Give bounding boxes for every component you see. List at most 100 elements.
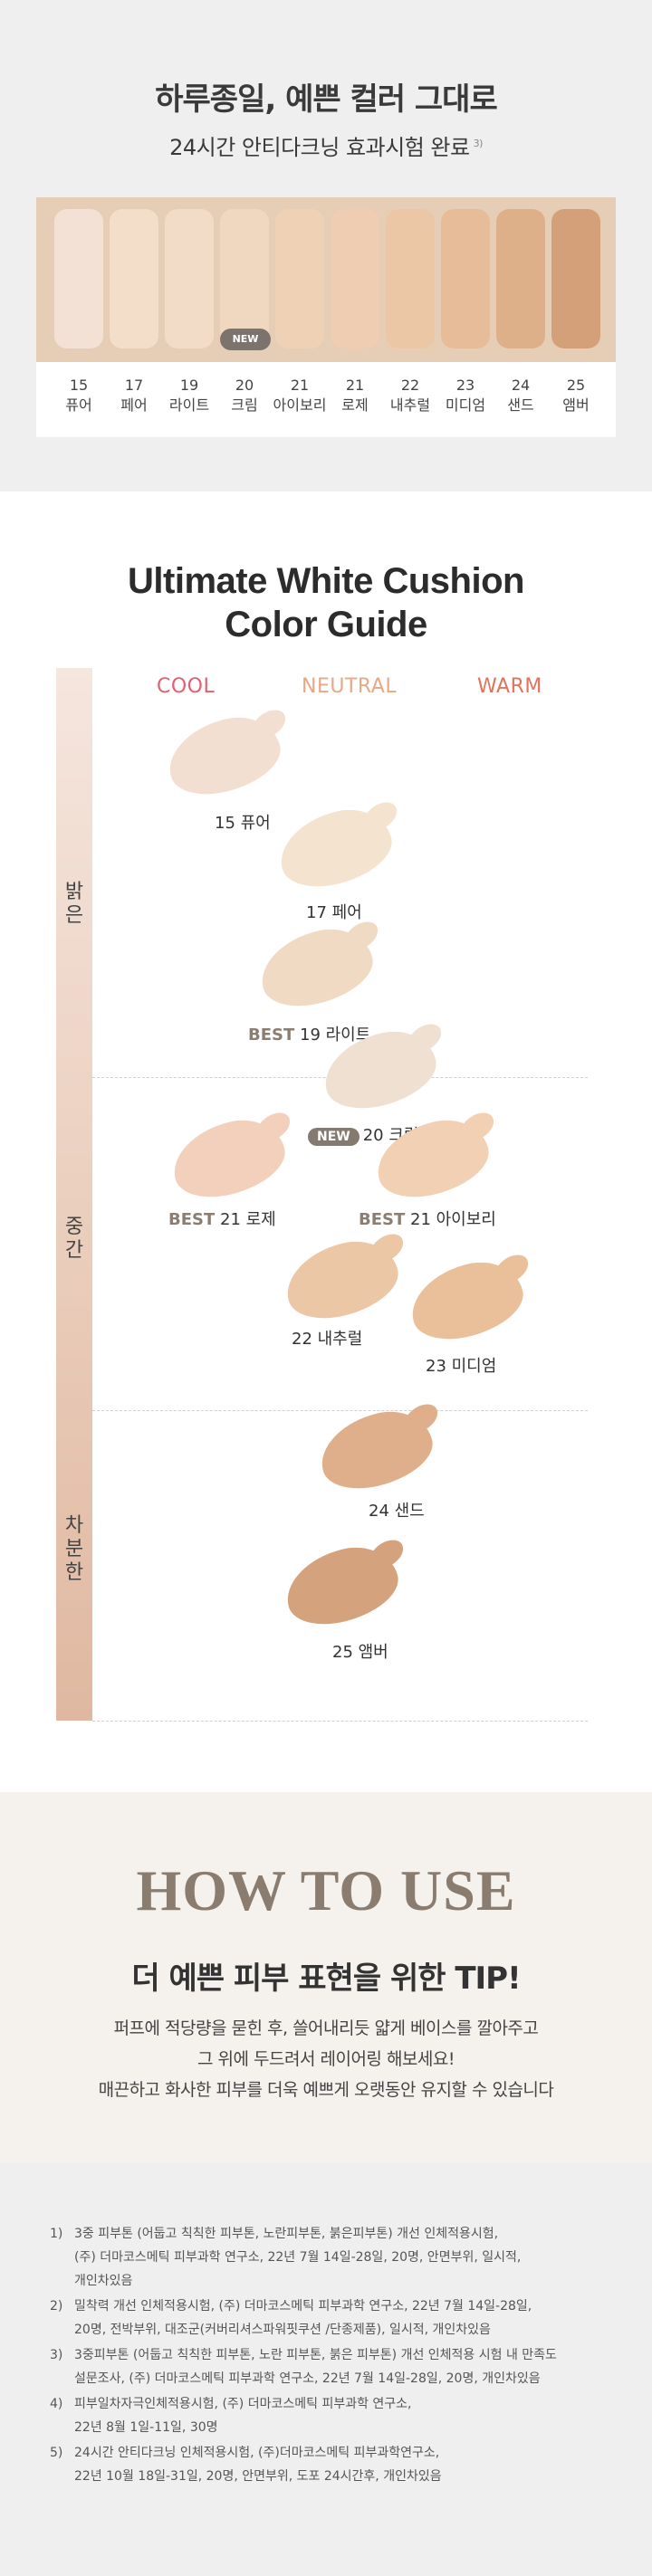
shade-name: 라이트 <box>168 396 210 414</box>
shade-swatch-17 <box>272 800 399 896</box>
shade-label: 15 퓨어 <box>50 376 108 415</box>
shade-label: 21 로제 <box>326 376 384 415</box>
shade-swatch <box>551 209 600 348</box>
footnote-number: 3) <box>50 2348 63 2362</box>
hero-title: 하루종일, 예쁜 컬러 그대로 <box>155 81 498 118</box>
shade-name: 내추럴 <box>389 396 431 414</box>
shade-swatch-24 <box>312 1402 440 1498</box>
shade-label-24: 24 샌드 <box>369 1502 425 1521</box>
color-guide-title-line2: Color Guide <box>225 605 427 644</box>
hero-footnote-mark: 3) <box>473 138 484 149</box>
footnote-2: 2) 밀착력 개선 인체적용시험, (주) 더마코스메틱 피부과학 연구소, 2… <box>50 2295 532 2342</box>
footnote-line: 22년 8월 1일-11일, 30명 <box>74 2420 218 2435</box>
row-label-middle: 중 간 <box>64 1216 84 1262</box>
shade-number: 23 <box>455 377 475 394</box>
shade-swatch <box>275 209 324 348</box>
footnote-line: 밀착력 개선 인체적용시험, (주) 더마코스메틱 피부과학 연구소, 22년 … <box>74 2299 532 2314</box>
row-divider <box>92 1410 588 1411</box>
shade-name: 미디엄 <box>445 396 486 414</box>
footnote-line: 설문조사, (주) 더마코스메틱 피부과학 연구소, 22년 7월 14일-28… <box>74 2371 541 2386</box>
footnote-line: 20명, 전박부위, 대조군(커버리셔스파워핏쿠션 /단종제품), 일시적, 개… <box>74 2323 491 2337</box>
shade-label-15: 15 퓨어 <box>215 814 271 833</box>
shade-swatch <box>386 209 435 348</box>
footnote-number: 4) <box>50 2397 63 2411</box>
shade-label: 23 미디엄 <box>436 376 494 415</box>
shade-label-22: 22 내추럴 <box>292 1330 363 1349</box>
tip-title: 더 예쁜 피부 표현을 위한 TIP! <box>131 1961 521 1997</box>
shade-number: 21 <box>345 377 365 394</box>
column-header-neutral: NEUTRAL <box>302 675 398 698</box>
shade-number: 17 <box>124 377 144 394</box>
footnote-5: 5) 24시간 안티다크닝 인체적용시험, (주)더마코스메틱 피부과학연구소,… <box>50 2441 442 2488</box>
shade-label-21-rose-text: 21 로제 <box>220 1210 276 1229</box>
footnote-3: 3) 3중피부톤 (어둡고 칙칙한 피부톤, 노란 피부톤, 붉은 피부톤) 개… <box>50 2343 557 2390</box>
shade-label-21-ivory: BEST 21 아이보리 <box>359 1207 496 1230</box>
row-divider <box>92 1721 588 1722</box>
footnote-line: 22년 10월 18일-31일, 20명, 안면부위, 도포 24시간후, 개인… <box>74 2469 442 2484</box>
footnotes-section: 1) 3중 피부톤 (어둡고 칙칙한 피부톤, 노란피부톤, 붉은피부톤) 개선… <box>0 2162 652 2576</box>
color-guide-title: Ultimate White Cushion Color Guide <box>0 559 652 646</box>
shade-label-17: 17 페어 <box>306 903 362 922</box>
footnote-4: 4) 피부일차자극인체적용시험, (주) 더마코스메틱 피부과학 연구소, 22… <box>50 2392 412 2439</box>
shade-swatch-15 <box>160 708 288 804</box>
shade-name: 샌드 <box>507 396 534 414</box>
tone-scale-bar: 밝 은 중 간 차 분 한 <box>56 668 92 1721</box>
footnote-number: 2) <box>50 2299 63 2314</box>
color-guide-title-line1: Ultimate White Cushion <box>128 561 524 601</box>
shade-number: 20 <box>235 377 254 394</box>
shade-swatch <box>331 209 379 348</box>
how-to-use-section: HOW TO USE 더 예쁜 피부 표현을 위한 TIP! 퍼프에 적당량을 … <box>0 1792 652 2162</box>
shade-swatch-25 <box>278 1538 406 1634</box>
tip-line: 매끈하고 화사한 피부를 더욱 예쁘게 오랫동안 유지할 수 있습니다 <box>98 2080 554 2100</box>
footnote-1: 1) 3중 피부톤 (어둡고 칙칙한 피부톤, 노란피부톤, 붉은피부톤) 개선… <box>50 2222 522 2293</box>
shade-label-19-text: 19 라이트 <box>300 1026 371 1045</box>
best-prefix: BEST <box>168 1210 216 1229</box>
hero-subtitle-text: 24시간 안티다크닝 효과시험 완료 <box>169 135 470 160</box>
shade-swatch-22 <box>278 1232 406 1328</box>
shade-label: 21 아이보리 <box>271 376 329 415</box>
column-header-cool: COOL <box>157 675 216 698</box>
shade-name: 크림 <box>231 396 258 414</box>
shade-label: 20 크림 <box>216 376 273 415</box>
footnote-number: 1) <box>50 2227 63 2241</box>
shade-swatch <box>441 209 490 348</box>
row-label-bright: 밝 은 <box>64 881 84 927</box>
shade-swatch-21-rose <box>165 1111 292 1207</box>
shade-label-21-rose: BEST 21 로제 <box>168 1207 276 1230</box>
shade-label-21-ivory-text: 21 아이보리 <box>410 1210 496 1229</box>
shade-label-20: NEW 20 크림 <box>308 1122 418 1146</box>
shade-swatch <box>110 209 158 348</box>
footnote-line: 24시간 안티다크닝 인체적용시험, (주)더마코스메틱 피부과학연구소, <box>74 2446 440 2460</box>
shade-label-25: 25 앰버 <box>332 1643 388 1662</box>
shade-swatch <box>220 209 269 348</box>
shade-name: 아이보리 <box>273 396 327 414</box>
shade-swatch-19 <box>253 920 380 1016</box>
row-label-calm: 차 분 한 <box>64 1514 84 1584</box>
shade-label-19: BEST 19 라이트 <box>248 1022 370 1045</box>
shade-swatch-card: NEW 15 퓨어 17 페어 19 라이트 20 크림 21 아이보리 21 로제 22 내추럴 23 미디… <box>36 197 616 437</box>
hero-subtitle: 24시간 안티다크닝 효과시험 완료 3) <box>0 129 652 161</box>
shade-number: 25 <box>566 377 586 394</box>
swatch-band: NEW <box>36 197 616 362</box>
shade-label-23: 23 미디엄 <box>426 1357 497 1376</box>
shade-swatch-23 <box>403 1253 531 1349</box>
footnote-line: (주) 더마코스메틱 피부과학 연구소, 22년 7월 14일-28일, 20명… <box>74 2250 522 2265</box>
footnote-number: 5) <box>50 2446 63 2460</box>
shade-swatch <box>165 209 214 348</box>
best-prefix: BEST <box>248 1026 295 1045</box>
tip-line: 그 위에 두드려서 레이어링 해보세요! <box>197 2049 455 2069</box>
shade-label: 22 내추럴 <box>381 376 439 415</box>
footnote-line: 개인차있음 <box>74 2274 133 2288</box>
shade-number: 22 <box>400 377 420 394</box>
column-header-warm: WARM <box>477 675 542 698</box>
shade-swatch <box>54 209 103 348</box>
best-prefix: BEST <box>359 1210 406 1229</box>
shade-name: 앰버 <box>562 396 590 414</box>
how-to-use-title: HOW TO USE <box>136 1858 516 1922</box>
shade-label: 19 라이트 <box>160 376 218 415</box>
shade-label: 25 앰버 <box>547 376 605 415</box>
color-guide-section: Ultimate White Cushion Color Guide 밝 은 중… <box>0 491 652 1792</box>
new-tag: NEW <box>308 1128 360 1146</box>
shade-name: 로제 <box>341 396 369 414</box>
footnote-line: 3중 피부톤 (어둡고 칙칙한 피부톤, 노란피부톤, 붉은피부톤) 개선 인체… <box>74 2227 499 2241</box>
